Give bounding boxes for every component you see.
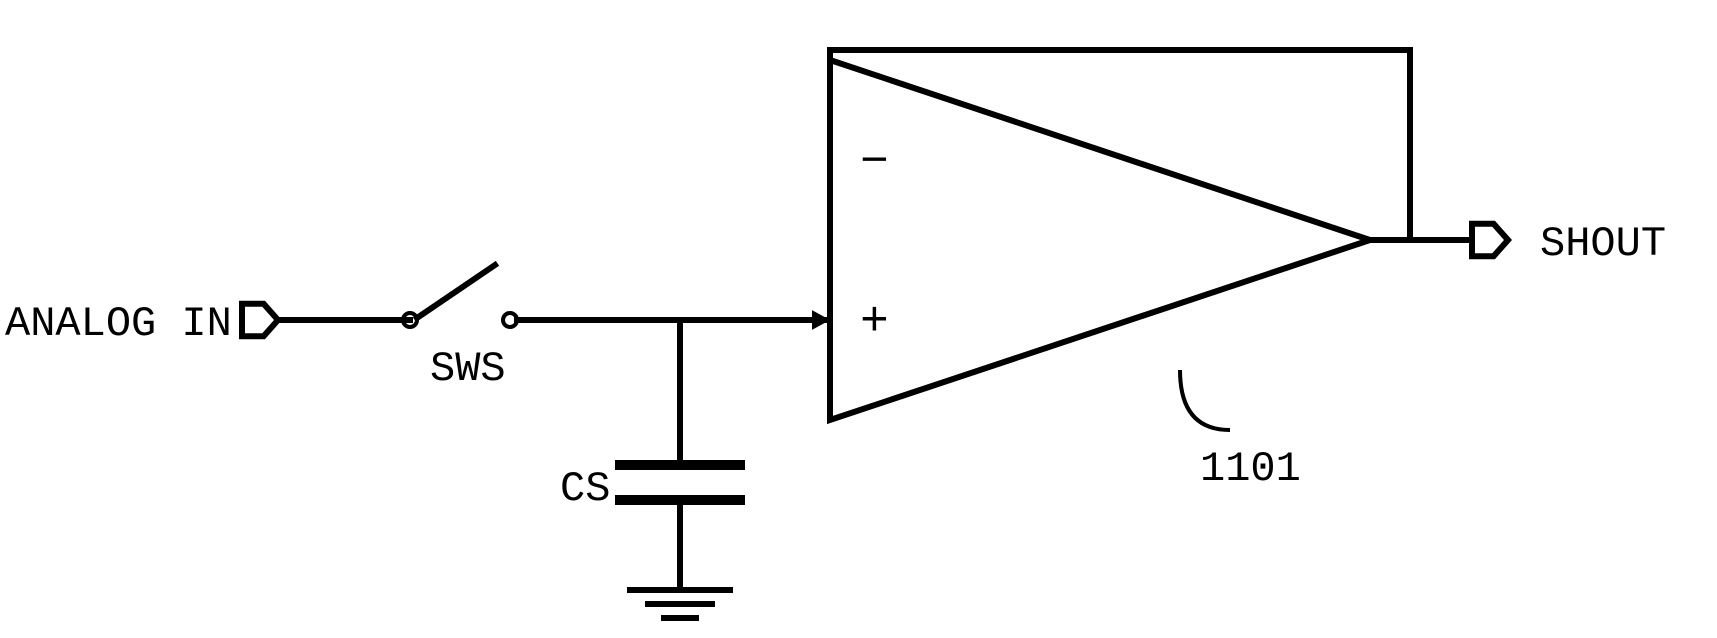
label-shout: SHOUT (1540, 220, 1666, 268)
label-switch: SWS (430, 345, 506, 393)
switch-arm (417, 265, 495, 318)
label-capacitor: CS (560, 465, 610, 513)
label-opamp-ref: 1101 (1200, 445, 1301, 493)
opamp-triangle (830, 60, 1370, 420)
output-port (1472, 224, 1508, 256)
opamp-ref-leader (1180, 370, 1230, 430)
opamp-minus-label: − (860, 136, 889, 190)
opamp-plus-label: + (860, 296, 889, 350)
input-port (242, 304, 278, 336)
label-analog-in: ANALOG IN (5, 300, 232, 348)
